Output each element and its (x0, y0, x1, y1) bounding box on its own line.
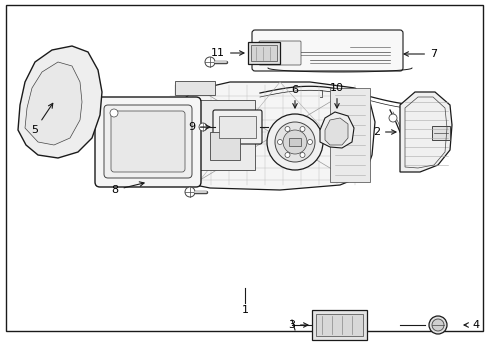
Polygon shape (399, 92, 451, 172)
Text: 11: 11 (210, 48, 244, 58)
Circle shape (283, 130, 306, 154)
Polygon shape (325, 118, 347, 145)
Text: 4: 4 (463, 320, 478, 330)
Circle shape (307, 140, 312, 144)
Circle shape (431, 319, 443, 331)
Circle shape (388, 114, 396, 122)
Polygon shape (319, 112, 353, 148)
Circle shape (199, 123, 206, 131)
Bar (175, 81, 215, 95)
Polygon shape (18, 46, 102, 158)
Polygon shape (25, 62, 82, 145)
Bar (209, 132, 240, 160)
Text: 1: 1 (241, 305, 248, 315)
Text: 9: 9 (187, 122, 209, 132)
Circle shape (277, 140, 282, 144)
Circle shape (184, 187, 195, 197)
Bar (247, 42, 280, 64)
FancyBboxPatch shape (95, 97, 201, 187)
Circle shape (204, 57, 215, 67)
FancyBboxPatch shape (259, 41, 301, 65)
Polygon shape (164, 82, 374, 190)
Text: 7: 7 (403, 49, 436, 59)
Bar (250, 45, 276, 61)
Circle shape (285, 126, 289, 131)
Circle shape (428, 316, 446, 334)
Circle shape (274, 122, 314, 162)
Circle shape (285, 153, 289, 157)
Circle shape (299, 126, 305, 131)
Text: 2: 2 (372, 127, 395, 137)
Circle shape (266, 114, 323, 170)
FancyBboxPatch shape (111, 111, 184, 172)
Text: 3: 3 (287, 320, 307, 330)
Text: 5: 5 (31, 103, 53, 135)
Bar (219, 116, 256, 138)
Bar (315, 314, 362, 336)
FancyBboxPatch shape (251, 30, 402, 71)
FancyBboxPatch shape (104, 105, 192, 178)
Bar (175, 100, 254, 170)
Circle shape (110, 109, 118, 117)
Text: 8: 8 (111, 182, 144, 195)
Text: 10: 10 (329, 83, 343, 108)
Circle shape (299, 153, 305, 157)
Bar (311, 310, 366, 340)
Bar (431, 126, 449, 140)
Circle shape (264, 42, 271, 50)
Bar (288, 138, 301, 146)
Text: 6: 6 (291, 85, 298, 108)
FancyBboxPatch shape (213, 110, 262, 144)
Polygon shape (329, 88, 369, 182)
